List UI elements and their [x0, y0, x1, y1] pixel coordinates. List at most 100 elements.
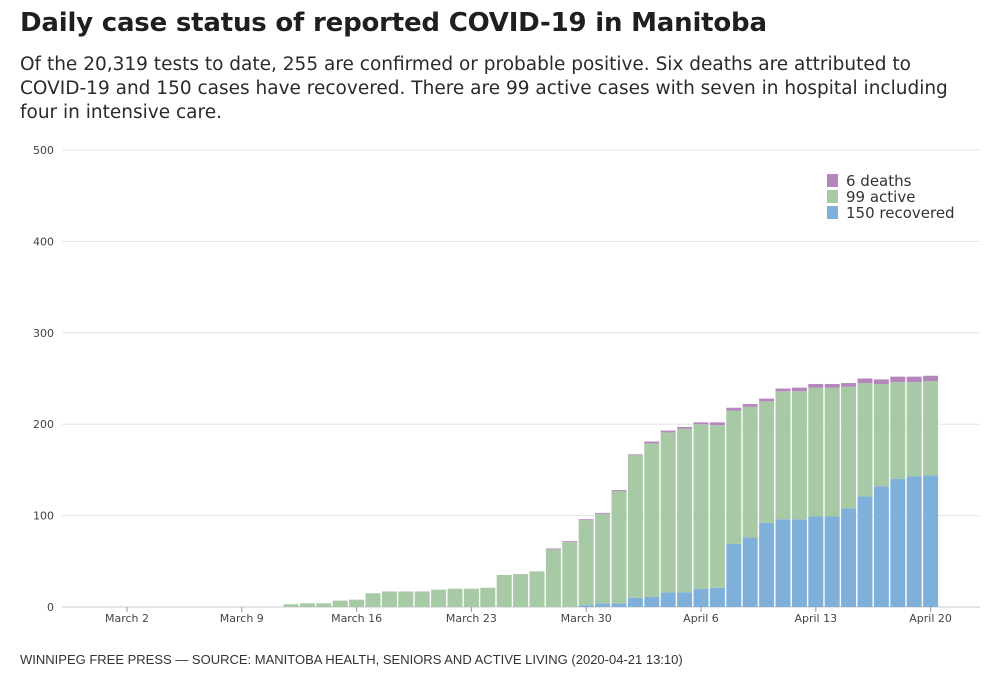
bar-deaths	[775, 388, 791, 392]
y-tick-label: 400	[33, 235, 54, 248]
y-tick-label: 300	[33, 327, 54, 340]
x-tick-label: March 2	[105, 612, 149, 625]
y-tick-label: 200	[33, 418, 54, 431]
bar-active	[578, 520, 594, 606]
bar-recovered	[660, 592, 676, 607]
bar-deaths	[627, 454, 643, 456]
bar-active	[529, 571, 545, 607]
bar-recovered	[611, 603, 627, 607]
legend-label-deaths: 6 deaths	[846, 172, 912, 190]
bar-deaths	[693, 422, 709, 425]
chart-subtitle: Of the 20,319 tests to date, 255 are con…	[20, 54, 948, 123]
legend-label-active: 99 active	[846, 188, 915, 206]
bar-recovered	[890, 479, 906, 607]
bar-active	[923, 381, 939, 476]
bar-deaths	[726, 407, 742, 411]
legend-swatch-deaths	[827, 174, 838, 187]
bar-active	[644, 443, 660, 597]
x-tick-label: March 16	[331, 612, 382, 625]
x-tick-label: April 20	[909, 612, 952, 625]
bar-active	[791, 391, 807, 520]
bar-active	[611, 490, 627, 604]
bar-active	[726, 410, 742, 544]
bar-active	[447, 588, 463, 607]
bar-recovered	[906, 476, 922, 607]
bar-deaths	[545, 548, 561, 550]
bar-active	[693, 424, 709, 589]
bar-active	[857, 383, 873, 497]
bar-active	[775, 391, 791, 520]
bar-deaths	[644, 441, 660, 444]
legend-swatch-active	[827, 190, 838, 203]
bar-recovered	[726, 543, 742, 607]
bar-deaths	[857, 378, 873, 384]
bar-deaths	[873, 379, 889, 384]
bar-deaths	[595, 512, 611, 514]
chart-title: Daily case status of reported COVID-19 i…	[20, 8, 767, 38]
bar-active	[480, 587, 496, 607]
bar-recovered	[808, 516, 824, 607]
bar-deaths	[791, 387, 807, 392]
bar-recovered	[693, 588, 709, 607]
bar-deaths	[709, 422, 725, 426]
y-tick-label: 0	[47, 601, 54, 614]
bar-recovered	[841, 508, 857, 607]
bar-recovered	[759, 522, 775, 607]
y-tick-label: 100	[33, 510, 54, 523]
bar-active	[365, 593, 381, 607]
bar-active	[463, 588, 479, 607]
bar-deaths	[824, 383, 840, 388]
bar-active	[742, 406, 758, 538]
bars	[283, 375, 939, 607]
bar-active	[398, 591, 414, 607]
bar-recovered	[791, 519, 807, 607]
bar-recovered	[873, 486, 889, 607]
bar-recovered	[824, 516, 840, 607]
legend-swatch-recovered	[827, 206, 838, 219]
bar-active	[545, 549, 561, 607]
bar-active	[595, 513, 611, 604]
bar-recovered	[857, 496, 873, 607]
bar-active	[431, 589, 447, 607]
bar-active	[890, 382, 906, 480]
bar-active	[709, 425, 725, 588]
bar-active	[332, 600, 348, 607]
bar-active	[381, 591, 397, 607]
bar-deaths	[742, 404, 758, 407]
bar-recovered	[595, 603, 611, 607]
x-tick-label: April 13	[794, 612, 837, 625]
bar-recovered	[775, 519, 791, 607]
bar-active	[873, 383, 889, 487]
bar-active	[283, 604, 299, 607]
bar-recovered	[742, 537, 758, 607]
x-tick-label: March 30	[561, 612, 612, 625]
legend-label-recovered: 150 recovered	[846, 204, 955, 222]
bar-active	[759, 401, 775, 523]
bar-recovered	[677, 592, 693, 607]
bar-active	[824, 387, 840, 517]
bar-deaths	[759, 398, 775, 402]
bar-deaths	[906, 376, 922, 383]
bar-recovered	[627, 597, 643, 607]
bar-active	[841, 386, 857, 509]
x-axis: March 2 March 9 March 16 March 23 March 30 Ap…	[105, 607, 952, 625]
bar-deaths	[841, 383, 857, 387]
x-tick-label: April 6	[683, 612, 719, 625]
bar-recovered	[923, 475, 939, 607]
y-tick-label: 500	[33, 144, 54, 157]
bar-recovered	[709, 587, 725, 607]
bar-active	[414, 591, 430, 607]
y-axis: 0 100 200 300 400 500	[33, 144, 54, 614]
bar-active	[496, 575, 512, 607]
bar-active	[299, 603, 315, 607]
bar-active	[906, 382, 922, 477]
bar-deaths	[890, 376, 906, 383]
bar-deaths	[923, 375, 939, 382]
bar-deaths	[660, 430, 676, 433]
bar-deaths	[578, 519, 594, 521]
bar-active	[660, 432, 676, 593]
bar-active	[808, 387, 824, 517]
bar-active	[677, 428, 693, 593]
